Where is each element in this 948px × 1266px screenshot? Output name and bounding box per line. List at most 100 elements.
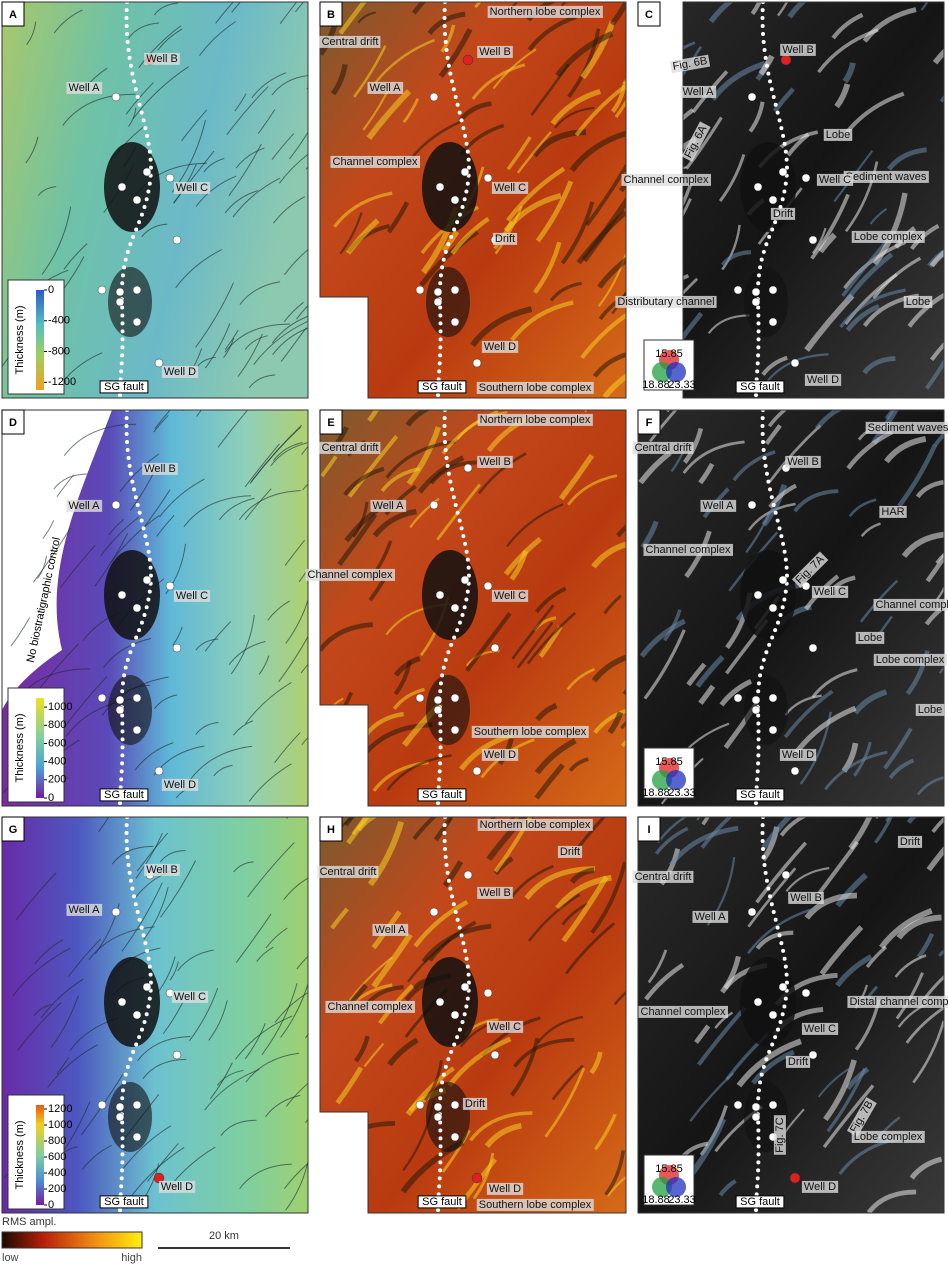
texture xyxy=(25,136,39,164)
map-label: Fig. 6B xyxy=(669,54,711,74)
map-label: Well D xyxy=(779,748,817,761)
texture xyxy=(363,1042,385,1068)
well-dot xyxy=(111,907,121,917)
texture xyxy=(239,1163,292,1189)
map-label: Distal channel complex xyxy=(847,995,948,1008)
texture xyxy=(767,410,829,428)
map-label-box xyxy=(780,43,816,56)
well-dot xyxy=(433,1102,443,1112)
texture xyxy=(793,489,839,513)
texture xyxy=(846,429,894,470)
texture xyxy=(339,212,363,255)
well-dot xyxy=(471,1172,483,1184)
texture xyxy=(852,689,888,715)
texture xyxy=(228,143,262,197)
texture xyxy=(302,472,308,491)
texture xyxy=(33,527,71,583)
well-dot xyxy=(450,1010,460,1020)
texture xyxy=(387,1037,419,1067)
colorbar-tick-label: 1200 xyxy=(48,1103,72,1115)
well-dot xyxy=(790,766,800,776)
texture xyxy=(697,1006,747,1066)
mound xyxy=(740,957,796,1047)
texture xyxy=(278,137,308,184)
texture xyxy=(848,498,877,518)
fault-text: SG fault xyxy=(740,789,780,801)
well-dot xyxy=(132,1132,142,1142)
texture xyxy=(412,817,465,841)
rms-low: low xyxy=(2,1252,19,1264)
map-label: Well B xyxy=(477,45,513,58)
map-label-text: Channel complex xyxy=(641,1006,726,1018)
texture xyxy=(884,436,927,464)
map-label: Channel complex xyxy=(643,543,733,556)
texture xyxy=(683,273,690,302)
fault-box xyxy=(735,380,785,394)
texture xyxy=(284,540,305,566)
map-label-box xyxy=(847,1097,877,1137)
texture xyxy=(777,2,804,17)
texture xyxy=(534,738,577,775)
well-dot xyxy=(450,317,460,327)
texture xyxy=(367,820,405,887)
map-label-text: Drift xyxy=(560,846,580,858)
well-dot xyxy=(768,603,778,613)
map-label-text: Channel complex xyxy=(333,156,418,168)
well-dot xyxy=(751,1112,761,1122)
texture xyxy=(138,25,182,69)
texture xyxy=(213,764,233,777)
texture xyxy=(845,252,894,302)
panel-letter: G xyxy=(9,824,18,836)
map-label-box xyxy=(643,543,733,556)
texture xyxy=(159,850,186,863)
texture xyxy=(230,614,255,675)
texture xyxy=(620,730,626,748)
texture xyxy=(248,374,276,389)
texture xyxy=(700,817,737,849)
texture xyxy=(920,2,944,11)
well-dot xyxy=(462,54,474,66)
rgb-value: 18.88 xyxy=(642,787,670,799)
well-dot xyxy=(490,643,500,653)
texture xyxy=(357,11,376,24)
texture xyxy=(50,995,79,1049)
texture xyxy=(569,128,626,172)
texture xyxy=(233,720,253,736)
map-label: Well A xyxy=(66,903,103,916)
well-dot xyxy=(97,285,107,295)
map-label-text: Drift xyxy=(773,208,793,220)
well-dot xyxy=(463,463,473,473)
texture xyxy=(337,513,378,567)
well-dot xyxy=(97,1100,107,1110)
texture xyxy=(239,281,281,305)
map-label-text: Well D xyxy=(489,1183,521,1195)
texture xyxy=(135,833,163,879)
map xyxy=(320,2,626,398)
texture xyxy=(654,826,689,855)
texture xyxy=(235,1015,293,1060)
texture xyxy=(128,107,137,127)
texture xyxy=(353,45,387,98)
map-label: Lobe complex xyxy=(851,230,925,243)
texture xyxy=(574,78,626,137)
panel-letter-box xyxy=(637,409,661,435)
well-dot xyxy=(142,982,152,992)
map-label-box xyxy=(897,835,923,848)
colorbar-tick-label: 600 xyxy=(48,1151,66,1163)
map-label: Drift xyxy=(897,835,923,848)
well-dot xyxy=(435,997,445,1007)
texture xyxy=(535,180,574,243)
map-label-box xyxy=(557,845,583,858)
well-dot xyxy=(780,54,792,66)
texture xyxy=(283,1160,308,1190)
colorbar-tick-label: 0 xyxy=(48,284,54,296)
texture xyxy=(561,902,588,926)
well-dot xyxy=(415,285,425,295)
texture xyxy=(492,48,537,90)
well-dot xyxy=(115,695,125,705)
mound xyxy=(104,550,160,640)
texture xyxy=(591,540,626,569)
texture xyxy=(916,774,944,796)
fault-box xyxy=(735,788,785,802)
texture xyxy=(804,892,858,920)
